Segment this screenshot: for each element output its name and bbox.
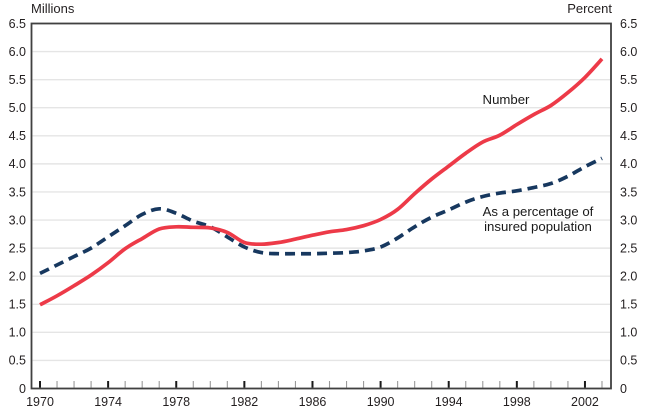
left-axis-unit-label: Millions xyxy=(31,1,75,16)
y-axis-label-left: 2.0 xyxy=(9,269,26,283)
series-label-percentage: As a percentage of insured population xyxy=(448,204,628,234)
y-axis-label-left: 1.5 xyxy=(9,298,26,312)
y-axis-label-right: 3.5 xyxy=(620,185,637,199)
y-axis-label-left: 1.0 xyxy=(9,326,26,340)
x-axis-label: 1982 xyxy=(230,395,258,409)
x-axis-label: 1970 xyxy=(26,395,54,409)
y-axis-label-right: 5.5 xyxy=(620,73,637,87)
series-line-percentage xyxy=(39,156,603,276)
x-axis-label: 1978 xyxy=(162,395,190,409)
y-axis-label-right: 2.0 xyxy=(620,269,637,283)
plot-border xyxy=(30,22,612,390)
x-axis-label: 1974 xyxy=(94,395,122,409)
y-axis-label-left: 6.5 xyxy=(9,17,26,31)
series-label-number: Number xyxy=(482,92,530,107)
series-label-percentage-line1: As a percentage of xyxy=(482,204,594,219)
y-axis-label-right: 1.5 xyxy=(620,298,637,312)
x-axis-label: 1990 xyxy=(367,395,395,409)
x-axis-label: 1998 xyxy=(503,395,531,409)
y-axis-label-right: 0 xyxy=(620,382,627,396)
y-axis-label-right: 4.5 xyxy=(620,129,637,143)
y-axis-label-right: 3.0 xyxy=(620,213,637,227)
series-line-number xyxy=(39,57,604,307)
series-label-percentage-line2: insured population xyxy=(484,219,592,234)
y-axis-label-right: 4.0 xyxy=(620,157,637,171)
y-axis-label-left: 2.5 xyxy=(9,241,26,255)
y-axis-label-right: 1.0 xyxy=(620,326,637,340)
y-axis-label-left: 0.5 xyxy=(9,354,26,368)
y-axis-label-right: 2.5 xyxy=(620,241,637,255)
y-axis-label-left: 5.5 xyxy=(9,73,26,87)
y-axis-label-right: 0.5 xyxy=(620,354,637,368)
y-axis-label-right: 6.0 xyxy=(620,45,637,59)
x-axis-label: 1986 xyxy=(299,395,327,409)
y-axis-label-left: 0 xyxy=(19,382,26,396)
x-axis-label: 2002 xyxy=(571,395,599,409)
y-axis-label-left: 6.0 xyxy=(9,45,26,59)
y-axis-label-right: 6.5 xyxy=(620,17,637,31)
right-axis-unit-label: Percent xyxy=(567,1,612,16)
y-axis-label-left: 5.0 xyxy=(9,101,26,115)
y-axis-label-left: 3.5 xyxy=(9,185,26,199)
x-axis-label: 1994 xyxy=(435,395,463,409)
y-axis-label-left: 4.0 xyxy=(9,157,26,171)
y-axis-label-left: 4.5 xyxy=(9,129,26,143)
y-axis-label-left: 3.0 xyxy=(9,213,26,227)
y-axis-label-right: 5.0 xyxy=(620,101,637,115)
